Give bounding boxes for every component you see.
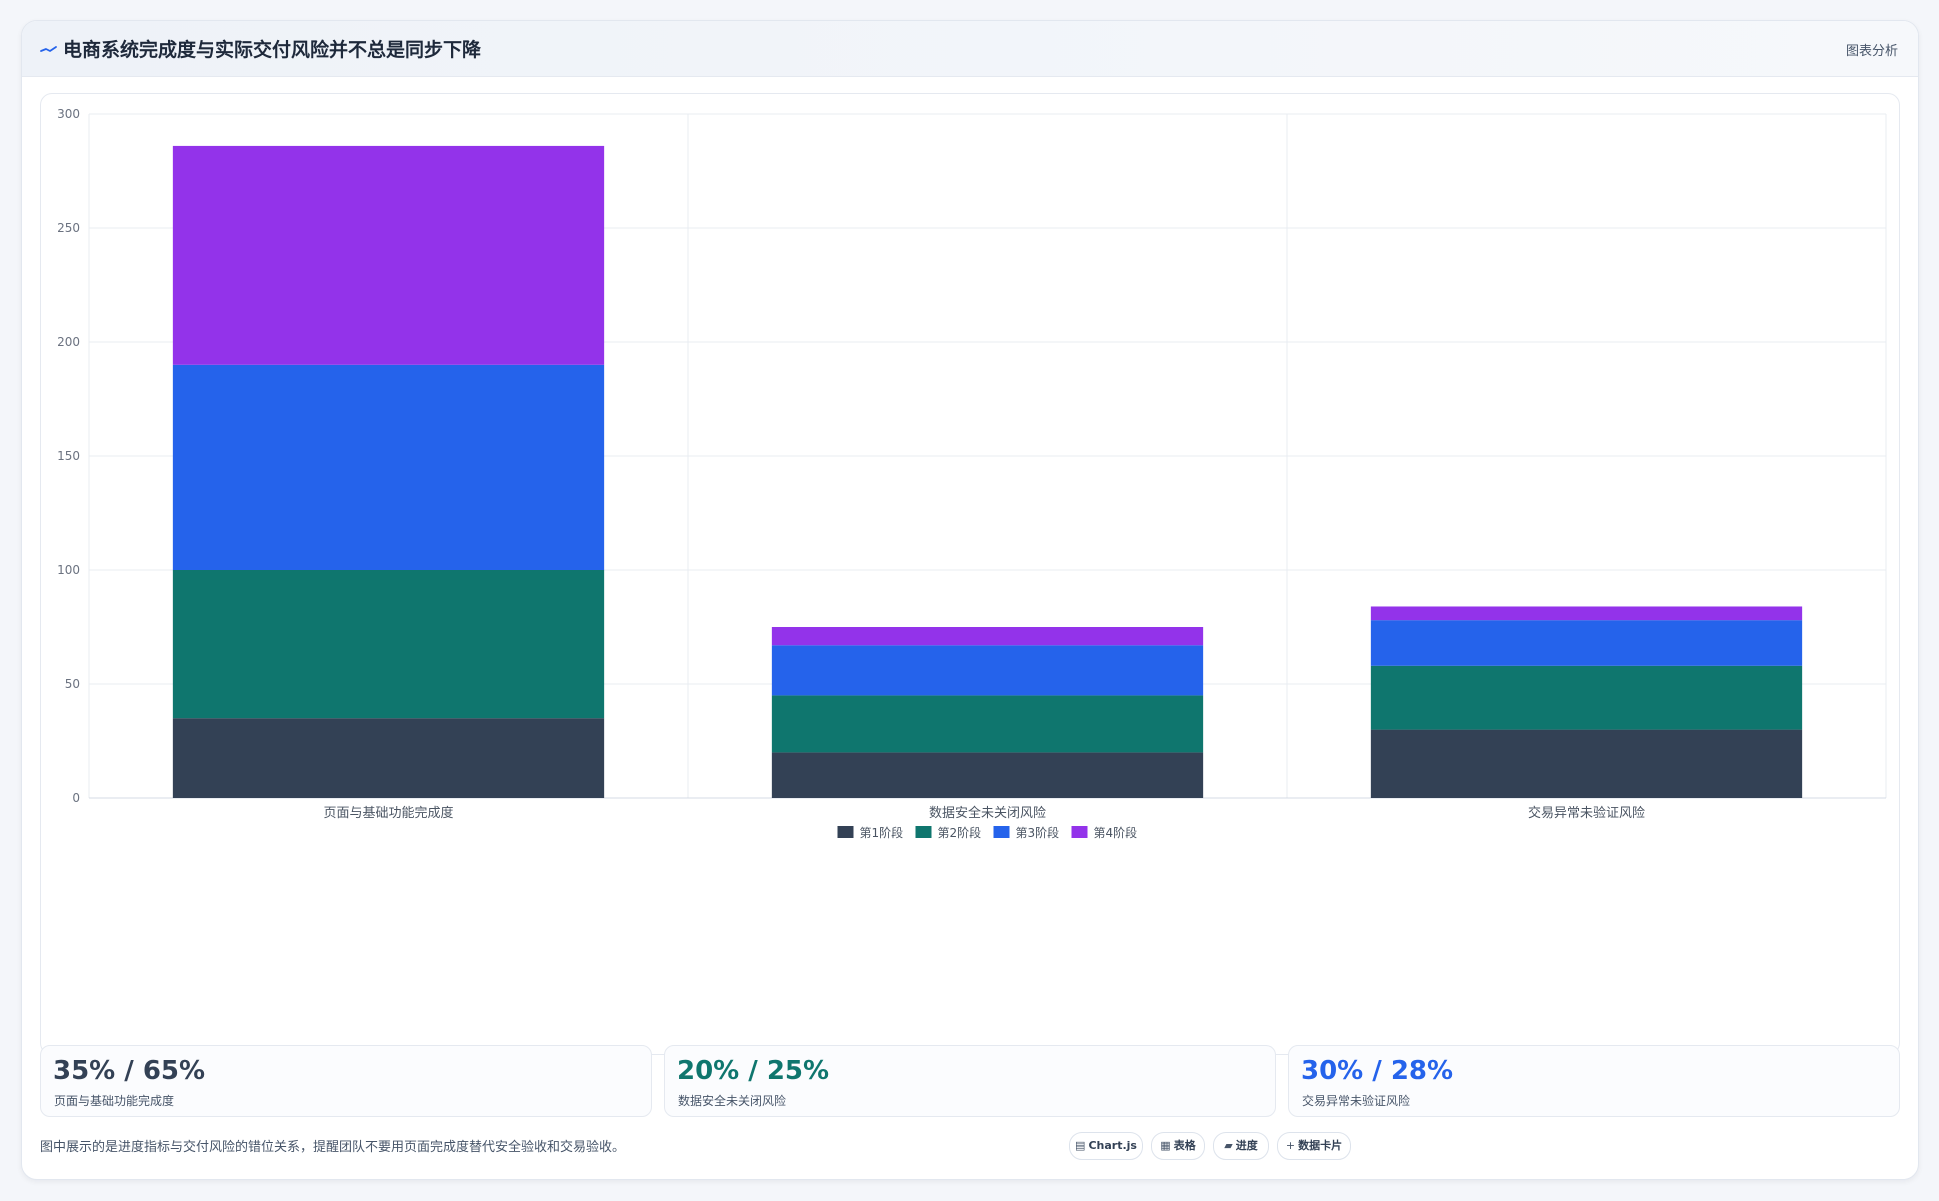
- bar-segment: [771, 645, 1204, 696]
- data-card-icon: +: [1285, 1139, 1296, 1152]
- y-tick-label: 50: [65, 677, 80, 691]
- chip-label: Chart.js: [1088, 1139, 1137, 1152]
- bar-segment: [1370, 729, 1803, 798]
- chart-footnote: 图中展示的是进度指标与交付风险的错位关系，提醒团队不要用页面完成度替代安全验收和…: [40, 1140, 626, 1155]
- legend-swatch: [915, 826, 932, 838]
- chip-table[interactable]: ▦ 表格: [1151, 1132, 1205, 1160]
- table-icon: ▦: [1160, 1139, 1171, 1152]
- legend-label: 第4阶段: [1094, 825, 1138, 840]
- y-tick-label: 0: [72, 791, 80, 805]
- y-tick-label: 250: [57, 221, 80, 235]
- chart-panel: 0 50 100 150 200 250 300 页面与基础功能完成度 数据安全未关闭风险 交易异…: [40, 93, 1900, 1055]
- x-tick-label: 交易异常未验证风险: [1528, 805, 1645, 821]
- kpi-value: 30% / 28%: [1301, 1056, 1454, 1086]
- chip-label: 进度: [1235, 1139, 1258, 1152]
- bar-segment: [771, 627, 1204, 646]
- chart-card: 电商系统完成度与实际交付风险并不总是同步下降 图表分析 0 50 100 150 200…: [21, 20, 1919, 1180]
- trend-line-icon: [40, 46, 57, 52]
- bar-segment: [1370, 665, 1803, 730]
- kpi-value: 35% / 65%: [53, 1056, 206, 1086]
- legend-swatch: [993, 826, 1010, 838]
- bar-segment: [172, 718, 605, 798]
- x-tick-label: 数据安全未关闭风险: [929, 805, 1046, 821]
- legend-label: 第2阶段: [938, 825, 982, 840]
- legend-label: 第1阶段: [860, 825, 904, 840]
- kpi-value: 20% / 25%: [677, 1056, 830, 1086]
- bar-segment: [1370, 620, 1803, 666]
- chip-progress[interactable]: ▰ 进度: [1213, 1132, 1269, 1160]
- chart-title: 电商系统完成度与实际交付风险并不总是同步下降: [63, 39, 482, 61]
- legend-swatch: [837, 826, 854, 838]
- kpi-card-transaction-risk: 30% / 28% 交易异常未验证风险: [1288, 1045, 1900, 1117]
- chip-chartjs[interactable]: ▤ Chart.js: [1069, 1132, 1143, 1160]
- chart-icon: ▤: [1075, 1139, 1086, 1152]
- progress-icon: ▰: [1224, 1139, 1233, 1152]
- legend-label: 第3阶段: [1016, 825, 1060, 840]
- chip-label: 表格: [1173, 1139, 1196, 1152]
- bar-segment: [771, 695, 1204, 753]
- stacked-bar-chart: 0 50 100 150 200 250 300 页面与基础功能完成度 数据安全未关闭风险 交易异…: [57, 107, 1887, 840]
- chip-label: 数据卡片: [1298, 1139, 1343, 1152]
- chip-data-card[interactable]: + 数据卡片: [1277, 1132, 1351, 1160]
- bar-segment: [1370, 606, 1803, 621]
- chart-analysis-link[interactable]: 图表分析: [1845, 44, 1898, 59]
- y-tick-label: 200: [57, 335, 80, 349]
- kpi-label: 交易异常未验证风险: [1302, 1094, 1411, 1108]
- kpi-card-data-security: 20% / 25% 数据安全未关闭风险: [664, 1045, 1276, 1117]
- legend-swatch: [1071, 826, 1088, 838]
- bar-segment: [172, 145, 605, 365]
- y-tick-label: 150: [57, 449, 80, 463]
- card-header: 电商系统完成度与实际交付风险并不总是同步下降 图表分析: [22, 21, 1918, 77]
- kpi-label: 数据安全未关闭风险: [678, 1094, 787, 1108]
- bar-segment: [771, 752, 1204, 798]
- y-tick-label: 300: [57, 107, 80, 121]
- kpi-card-page-completion: 35% / 65% 页面与基础功能完成度: [40, 1045, 652, 1117]
- y-tick-label: 100: [57, 563, 80, 577]
- bar-segment: [172, 364, 605, 570]
- kpi-label: 页面与基础功能完成度: [54, 1094, 175, 1108]
- x-tick-label: 页面与基础功能完成度: [323, 805, 453, 821]
- bar-segment: [172, 570, 605, 719]
